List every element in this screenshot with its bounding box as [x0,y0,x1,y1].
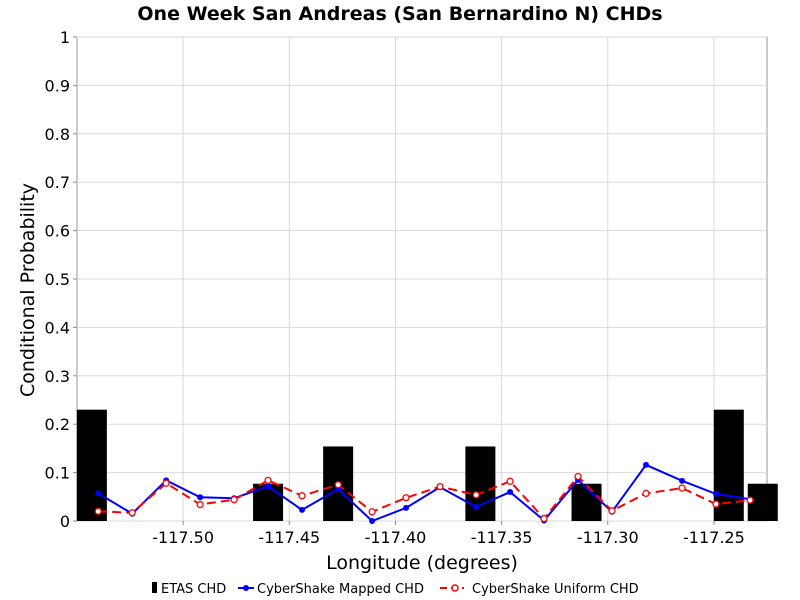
uniform-chd-point [162,479,170,487]
series-lines [94,461,754,524]
etas-bar [76,409,107,521]
etas-bar [571,483,602,521]
uniform-chd-point [642,489,650,498]
y-axis-label: Conditional Probability [17,183,39,397]
mapped-chd-point [507,488,514,495]
mapped-chd-point [642,461,649,468]
mapped-chd-line [97,463,751,523]
mapped-chd-point [403,504,410,511]
uniform-chd-point [230,496,238,504]
legend-label-etas: ETAS CHD [161,582,226,597]
x-tick-label: -117.30 [577,528,639,547]
y-tick-label: 0.1 [45,464,70,483]
mapped-chd-point [95,490,102,497]
y-tick-label: 0.5 [45,270,70,289]
uniform-chd-point [298,492,306,500]
uniform-chd-point [540,514,548,523]
uniform-chd-point [402,494,410,502]
uniform-chd-point [368,508,376,516]
mapped-chd-point [473,503,480,510]
x-tick-label: -117.25 [683,528,745,547]
uniform-chd-point [436,482,444,491]
x-axis-label: Longitude (degrees) [326,552,518,574]
uniform-chd-point [128,509,136,517]
mapped-chd-point [369,518,376,524]
mapped-chd-point [299,506,306,513]
legend-label-mapped: CyberShake Mapped CHD [257,582,424,597]
uniform-chd-line [98,475,751,521]
grid [77,36,767,522]
y-tick-label: 0.6 [45,222,70,241]
uniform-chd-point [712,500,720,508]
legend-swatch-etas [152,582,157,593]
y-axis-ticks: 0 0.1 0.2 0.3 0.4 0.5 0.6 0.7 0.8 0.9 1 [45,28,77,531]
uniform-chd-point [264,476,272,484]
uniform-chd-point [678,484,686,492]
y-tick-label: 0.3 [45,367,70,386]
y-tick-label: 0.8 [45,125,70,144]
uniform-chd-point [94,507,102,515]
y-tick-label: 0 [60,512,70,531]
x-tick-label: -117.45 [258,528,320,547]
y-tick-label: 0.7 [45,173,70,192]
mapped-chd-point [679,477,686,484]
chart-title: One Week San Andreas (San Bernardino N) … [137,3,662,25]
x-tick-label: -117.40 [365,528,427,547]
legend-label-uniform: CyberShake Uniform CHD [472,582,639,597]
legend-swatch-uniform-marker [451,584,459,592]
uniform-chd-point [608,507,616,515]
legend-swatch-mapped-marker [243,585,249,591]
uniform-chd-point [196,500,204,509]
x-tick-label: -117.50 [152,528,214,547]
y-tick-label: 1 [60,28,70,47]
etas-bar [465,446,496,521]
mapped-chd-point [265,483,272,490]
y-tick-label: 0.2 [45,415,70,434]
mapped-chd-point [713,490,720,497]
x-axis-ticks: -117.50 -117.45 -117.40 -117.35 -117.30 -117.… [152,521,745,547]
uniform-chd-point [746,496,754,504]
mapped-chd-point [197,494,204,501]
x-tick-label: -117.35 [471,528,533,547]
uniform-chd-point [472,491,480,499]
uniform-chd-point [574,472,582,481]
y-tick-label: 0.4 [45,318,70,337]
legend: ETAS CHD CyberShake Mapped CHD CyberShak… [152,582,639,597]
y-tick-label: 0.9 [45,76,70,95]
uniform-chd-point [334,481,342,489]
uniform-chd-point [506,477,514,485]
